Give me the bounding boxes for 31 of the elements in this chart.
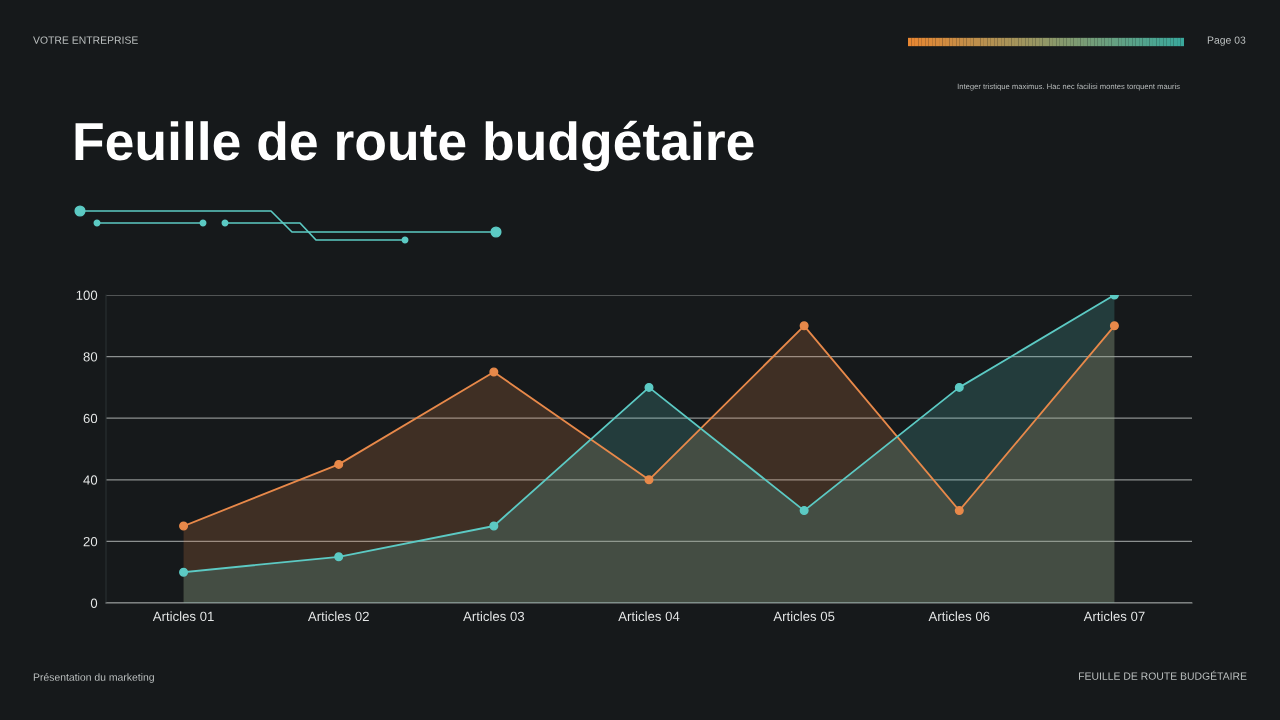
- point: [179, 521, 189, 531]
- y-tick-label: 80: [83, 352, 98, 362]
- y-tick-label: 0: [90, 598, 98, 608]
- x-tick-label: Articles 06: [928, 611, 990, 622]
- chart-title: Feuille de route budgétaire: [75, 120, 754, 172]
- x-tick-label: Articles 07: [1083, 611, 1145, 622]
- x-tick-label: Articles 04: [618, 611, 680, 622]
- point: [179, 567, 189, 577]
- y-tick-label: 100: [76, 290, 98, 300]
- text: Présentation du marketing: [33, 673, 154, 683]
- point: [954, 382, 964, 392]
- x-tick-label: Articles 01: [152, 611, 214, 622]
- point: [954, 506, 964, 516]
- point: [799, 506, 809, 516]
- x-tick-label: Articles 02: [307, 611, 369, 622]
- point: [334, 459, 344, 469]
- point: [799, 321, 809, 331]
- point: [334, 552, 344, 562]
- text: Page 03: [1207, 36, 1246, 46]
- point: [644, 475, 654, 485]
- y-tick-label: 60: [83, 413, 98, 424]
- point: [1109, 321, 1119, 331]
- point: [644, 382, 654, 392]
- x-tick-label: Articles 03: [463, 611, 525, 622]
- text: VOTRE ENTREPRISE: [33, 36, 138, 44]
- y-tick-label: 40: [83, 475, 98, 485]
- point: [489, 367, 499, 377]
- x-tick-label: Articles 05: [773, 611, 835, 622]
- y-tick-label: 20: [83, 536, 98, 547]
- text: FEUILLE DE ROUTE BUDGÉTAIRE: [1079, 670, 1247, 680]
- point: [489, 521, 499, 531]
